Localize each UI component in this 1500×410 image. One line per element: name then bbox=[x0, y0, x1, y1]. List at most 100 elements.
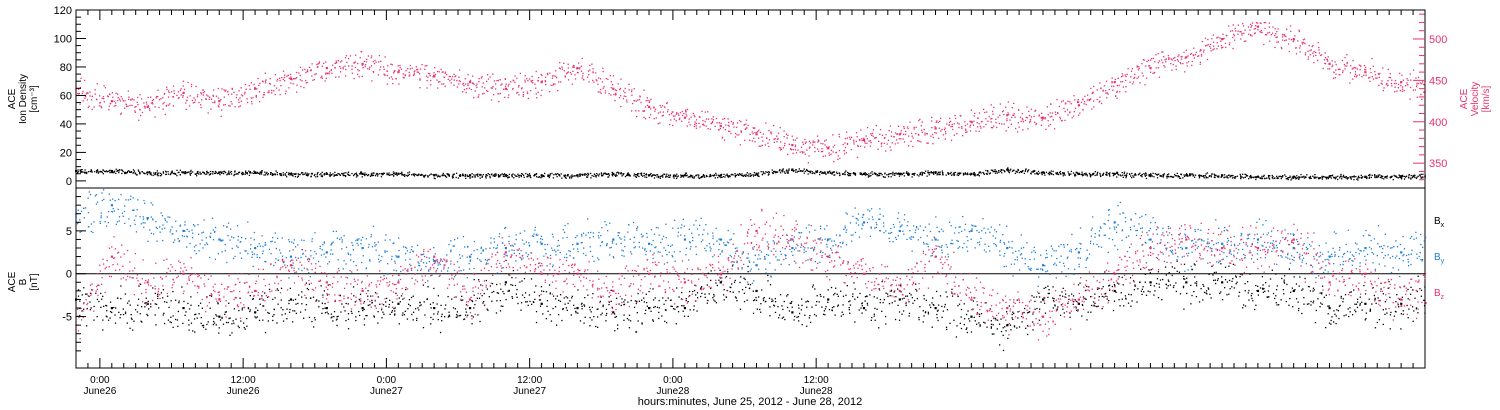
velocity-sample bbox=[328, 73, 330, 75]
velocity-sample bbox=[734, 132, 737, 135]
bx-sample bbox=[591, 319, 593, 321]
velocity-sample bbox=[1171, 59, 1173, 61]
bx-sample bbox=[473, 307, 475, 309]
density-sample bbox=[876, 175, 878, 177]
density-sample bbox=[621, 173, 623, 175]
bx-sample bbox=[848, 306, 850, 309]
density-sample bbox=[869, 175, 871, 177]
bx-sample bbox=[788, 310, 791, 312]
velocity-sample bbox=[1200, 49, 1202, 51]
density-sample bbox=[325, 172, 328, 174]
velocity-sample bbox=[986, 111, 988, 113]
velocity-sample bbox=[685, 113, 687, 115]
bx-sample bbox=[613, 313, 616, 315]
velocity-sample bbox=[1163, 56, 1165, 58]
bx-sample bbox=[815, 315, 817, 317]
density-sample bbox=[413, 173, 416, 175]
density-sample bbox=[435, 173, 437, 176]
velocity-sample bbox=[1276, 30, 1278, 33]
density-sample bbox=[259, 173, 261, 175]
bx-sample bbox=[188, 319, 190, 321]
density-sample bbox=[695, 175, 697, 177]
bx-sample bbox=[707, 272, 709, 274]
velocity-sample bbox=[554, 83, 556, 85]
velocity-sample bbox=[1259, 30, 1261, 33]
density-sample bbox=[602, 174, 604, 177]
density-sample bbox=[1085, 172, 1087, 174]
density-sample bbox=[626, 174, 628, 177]
density-sample bbox=[143, 172, 146, 175]
velocity-sample bbox=[178, 97, 180, 99]
density-sample bbox=[1380, 176, 1383, 178]
density-sample bbox=[579, 175, 581, 177]
density-sample bbox=[1292, 176, 1295, 178]
velocity-sample bbox=[695, 125, 697, 127]
density-sample bbox=[654, 174, 657, 177]
density-sample bbox=[76, 172, 79, 174]
velocity-sample bbox=[196, 96, 199, 98]
axis-label-line: [km/s] bbox=[1481, 85, 1492, 112]
density-sample bbox=[593, 173, 596, 175]
density-sample bbox=[1319, 177, 1322, 179]
velocity-sample bbox=[853, 141, 855, 143]
velocity-sample bbox=[487, 90, 489, 92]
bx-sample bbox=[849, 300, 851, 302]
velocity-sample bbox=[524, 75, 526, 77]
density-sample bbox=[1313, 176, 1315, 178]
density-sample bbox=[629, 175, 631, 177]
velocity-sample bbox=[938, 127, 941, 129]
density-sample bbox=[399, 172, 402, 175]
velocity-sample bbox=[510, 81, 512, 83]
velocity-sample bbox=[202, 92, 204, 94]
bx-point bbox=[361, 307, 364, 310]
bx-sample bbox=[410, 296, 413, 299]
density-sample bbox=[288, 172, 290, 174]
velocity-sample bbox=[821, 150, 824, 153]
velocity-sample bbox=[953, 123, 955, 125]
velocity-sample bbox=[1221, 47, 1223, 49]
density-sample bbox=[416, 174, 419, 176]
density-sample bbox=[1400, 177, 1403, 179]
bx-sample bbox=[347, 313, 350, 315]
velocity-sample bbox=[1295, 47, 1297, 49]
density-sample bbox=[547, 175, 549, 177]
velocity-sample bbox=[897, 125, 900, 127]
density-sample bbox=[451, 175, 454, 177]
density-sample bbox=[198, 173, 200, 175]
density-sample bbox=[425, 174, 427, 176]
velocity-sample bbox=[1121, 80, 1124, 83]
bx-point bbox=[1185, 281, 1188, 284]
density-sample bbox=[1355, 175, 1357, 178]
velocity-sample bbox=[113, 100, 115, 102]
velocity-sample bbox=[253, 83, 255, 86]
density-sample bbox=[852, 172, 854, 174]
velocity-sample bbox=[1401, 90, 1403, 92]
velocity-sample bbox=[635, 100, 637, 102]
velocity-sample bbox=[1290, 39, 1293, 41]
velocity-sample bbox=[853, 143, 855, 145]
density-sample bbox=[1310, 177, 1312, 180]
density-sample bbox=[740, 174, 743, 177]
velocity-sample bbox=[1114, 78, 1116, 81]
velocity-sample bbox=[1129, 81, 1131, 83]
density-sample bbox=[649, 173, 651, 176]
velocity-sample bbox=[1277, 41, 1279, 43]
density-sample bbox=[219, 174, 221, 176]
density-sample bbox=[916, 174, 919, 176]
velocity-sample bbox=[100, 105, 102, 108]
velocity-sample bbox=[988, 116, 990, 118]
density-sample bbox=[416, 174, 418, 176]
density-sample bbox=[700, 176, 702, 179]
velocity-sample bbox=[996, 126, 998, 129]
axis-label-line: Velocity bbox=[1470, 82, 1481, 116]
density-sample bbox=[344, 175, 347, 177]
bx-sample bbox=[170, 300, 172, 302]
bx-sample bbox=[225, 311, 228, 313]
velocity-sample bbox=[589, 64, 591, 67]
velocity-sample bbox=[1268, 31, 1271, 34]
density-sample bbox=[527, 175, 529, 178]
density-sample bbox=[360, 171, 363, 173]
velocity-sample bbox=[856, 136, 858, 138]
velocity-sample bbox=[402, 73, 404, 75]
velocity-sample bbox=[151, 101, 154, 104]
